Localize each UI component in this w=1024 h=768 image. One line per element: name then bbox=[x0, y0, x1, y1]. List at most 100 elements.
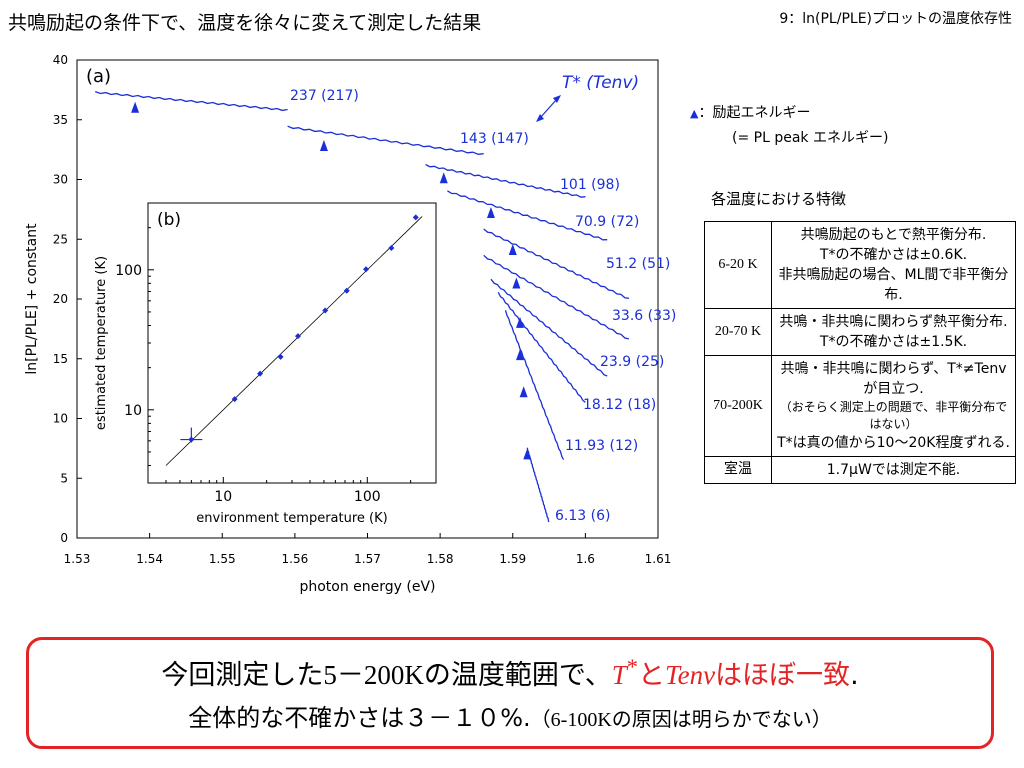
x-axis-label: photon energy (eV) bbox=[299, 579, 435, 595]
data-point bbox=[412, 214, 419, 221]
x-tick-label: 1.59 bbox=[499, 552, 526, 566]
y-axis-label: estimated temperature (K) bbox=[94, 256, 109, 430]
t-env-symbol: Tenv bbox=[665, 660, 716, 690]
marker-legend: ▲：励起エネルギー (= PL peak エネルギー) bbox=[690, 101, 888, 150]
data-point bbox=[231, 396, 238, 403]
spectrum-line bbox=[497, 291, 586, 403]
arrow-head-icon bbox=[553, 95, 561, 103]
x-tick-label: 1.56 bbox=[282, 552, 309, 566]
conclusion-text: 今回測定した bbox=[161, 660, 324, 691]
series-label: 18.12 (18) bbox=[583, 397, 656, 413]
feature-line: 共鳴・非共鳴に関わらず、T*≠Tenvが目立つ. bbox=[780, 361, 1007, 397]
excitation-marker bbox=[508, 244, 517, 256]
excitation-marker bbox=[319, 140, 328, 152]
spectrum-line bbox=[287, 125, 484, 155]
panel-label-b: (b) bbox=[157, 210, 181, 230]
feature-cell: 1.7μWでは測定不能. bbox=[771, 456, 1016, 484]
feature-line: T*の不確かさは±1.5K. bbox=[819, 334, 968, 350]
conclusion-text: の温度範囲で、 bbox=[423, 660, 612, 691]
feature-cell: 共鳴・非共鳴に関わらず熱平衡分布. T*の不確かさは±1.5K. bbox=[771, 308, 1016, 356]
series-label: 101 (98) bbox=[560, 177, 620, 193]
data-point bbox=[388, 245, 395, 252]
table-row: 70-200K 共鳴・非共鳴に関わらず、T*≠Tenvが目立つ. （おそらく測定… bbox=[704, 355, 1016, 457]
y-tick-label: 30 bbox=[53, 173, 68, 187]
triangle-marker-icon: ▲ bbox=[690, 107, 699, 120]
chart-area: 1.53 1.54 1.55 1.56 1.57 1.58 1.59 1.6 1.6105101… bbox=[24, 53, 676, 595]
data-point bbox=[294, 333, 301, 340]
features-title: 各温度における特徴 bbox=[711, 190, 847, 208]
conclusion-text: （ bbox=[530, 707, 551, 731]
excitation-marker bbox=[131, 101, 140, 113]
x-tick-label: 1.6 bbox=[576, 552, 595, 566]
conclusion-period: . bbox=[850, 660, 859, 691]
y-tick-label: 35 bbox=[53, 113, 68, 127]
conclusion-text: と bbox=[638, 660, 666, 691]
y-tick-label: 100 bbox=[115, 263, 142, 279]
data-point bbox=[322, 307, 329, 314]
features-table: 6-20 K 共鳴励起のもとで熱平衡分布. T*の不確かさは±0.6K. 非共鳴… bbox=[704, 221, 1016, 484]
arrow-head-icon bbox=[536, 114, 544, 122]
series-label: 237 (217) bbox=[290, 88, 359, 104]
spectrum-line bbox=[483, 254, 630, 340]
marker-legend-note: (= PL peak エネルギー) bbox=[732, 130, 889, 146]
y-tick-label: 10 bbox=[53, 412, 68, 426]
series-label: 143 (147) bbox=[460, 131, 529, 147]
feature-cell: 共鳴励起のもとで熱平衡分布. T*の不確かさは±0.6K. 非共鳴励起の場合、M… bbox=[771, 221, 1016, 309]
x-tick-label: 10 bbox=[214, 489, 232, 505]
temperature-range-cell: 70-200K bbox=[704, 355, 772, 457]
y-tick-label: 5 bbox=[60, 471, 68, 485]
x-tick-label: 1.61 bbox=[645, 552, 672, 566]
marker-legend-label: ：励起エネルギー bbox=[698, 105, 811, 121]
table-row: 20-70 K 共鳴・非共鳴に関わらず熱平衡分布. T*の不確かさは±1.5K. bbox=[704, 308, 1016, 356]
excitation-marker bbox=[512, 277, 521, 289]
series-label: 11.93 (12) bbox=[565, 438, 638, 454]
conclusion-line-1: 今回測定した5－200Kの温度範囲で、T*とTenvはほぼ一致. bbox=[29, 653, 991, 692]
x-tick-label: 1.54 bbox=[136, 552, 163, 566]
data-point bbox=[277, 353, 284, 360]
feature-cell: 共鳴・非共鳴に関わらず、T*≠Tenvが目立つ. （おそらく測定上の問題で、非平… bbox=[771, 355, 1016, 457]
data-point bbox=[257, 370, 264, 377]
excitation-marker bbox=[439, 172, 448, 184]
x-tick-label: 1.55 bbox=[209, 552, 236, 566]
conclusion-line-2: 全体的な不確かさは３－１０%.（6-100Kの原因は明らかでない） bbox=[29, 698, 991, 733]
spectrum-line bbox=[425, 163, 586, 198]
temperature-range-cell: 6-20 K bbox=[704, 221, 772, 309]
y-tick-label: 25 bbox=[53, 232, 68, 246]
temperature-range-cell: 20-70 K bbox=[704, 308, 772, 356]
feature-line: 共鳴励起のもとで熱平衡分布. bbox=[800, 227, 987, 243]
conclusion-text: 全体的な不確かさは３－１０%. bbox=[188, 704, 531, 732]
spectrum-line bbox=[483, 228, 629, 299]
table-row: 6-20 K 共鳴励起のもとで熱平衡分布. T*の不確かさは±0.6K. 非共鳴… bbox=[704, 221, 1016, 309]
x-tick-label: 1.57 bbox=[354, 552, 381, 566]
temperature-range-cell: 室温 bbox=[704, 456, 772, 484]
t-star-symbol: T bbox=[611, 660, 627, 690]
t-star-superscript: * bbox=[626, 654, 639, 679]
feature-line: 非共鳴励起の場合、ML間で非平衡分布. bbox=[778, 267, 1009, 303]
panel-label-a: (a) bbox=[86, 66, 111, 87]
x-tick-label: 100 bbox=[354, 489, 381, 505]
spectrum-line bbox=[447, 190, 608, 241]
excitation-marker bbox=[523, 448, 532, 460]
table-row: 室温 1.7μWでは測定不能. bbox=[704, 456, 1016, 484]
feature-line: 共鳴・非共鳴に関わらず熱平衡分布. bbox=[779, 314, 1008, 330]
y-tick-label: 10 bbox=[124, 403, 142, 419]
series-label: 51.2 (51) bbox=[606, 256, 670, 272]
y-tick-label: 15 bbox=[53, 352, 68, 366]
series-label: 70.9 (72) bbox=[575, 214, 639, 230]
spectrum-line bbox=[490, 278, 608, 377]
y-axis-label: ln[PL/PLE] + constant bbox=[24, 223, 40, 375]
slide-number-label: 9：ln(PL/PLE)プロットの温度依存性 bbox=[779, 11, 1012, 27]
excitation-marker bbox=[519, 386, 528, 398]
y-tick-label: 20 bbox=[53, 292, 68, 306]
series-label: 33.6 (33) bbox=[612, 308, 676, 324]
curve-header-label: T* (Tenv) bbox=[562, 73, 639, 93]
x-axis-label: environment temperature (K) bbox=[196, 511, 387, 526]
conclusion-text: の原因は明らかでない） bbox=[611, 707, 832, 731]
conclusion-range: 5－200K bbox=[323, 660, 424, 690]
reference-line bbox=[165, 216, 423, 466]
data-point bbox=[363, 266, 370, 273]
feature-line: T*は真の値から10〜20K程度ずれる. bbox=[777, 435, 1010, 451]
excitation-marker bbox=[486, 206, 495, 218]
series-label: 23.9 (25) bbox=[600, 354, 664, 370]
spectrum-line bbox=[94, 90, 288, 112]
